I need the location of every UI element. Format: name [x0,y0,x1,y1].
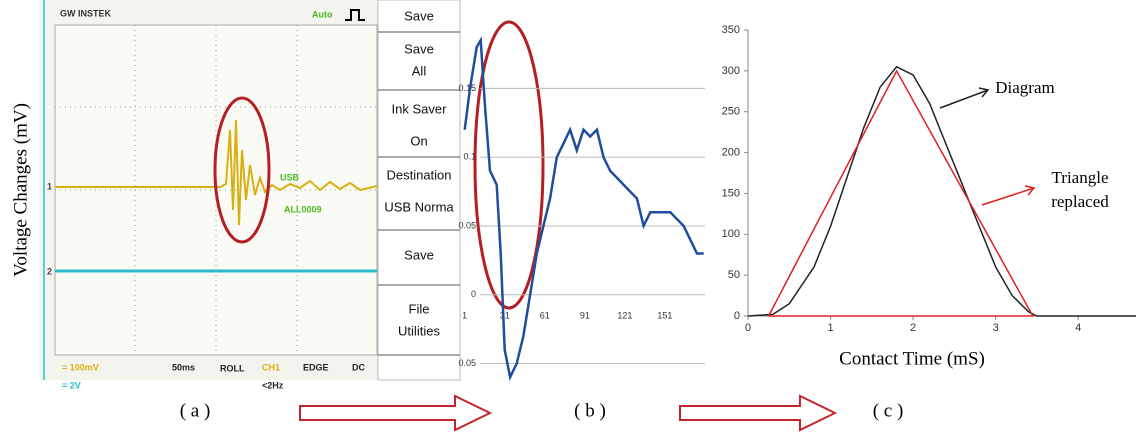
menu-item: Destination [386,167,451,182]
edge: EDGE [303,362,329,372]
caption: ( b ) [574,400,606,421]
y-tick-label: 350 [722,24,740,36]
y-tick-label: 50 [728,269,740,281]
ch2-scale: = 2V [62,380,81,390]
menu-item: Utilities [398,323,440,338]
menu-item: File [409,301,430,316]
scope-menu [377,0,461,381]
x-tick-label: 31 [500,310,510,320]
ch1-scale: = 100mV [62,362,99,372]
y-tick-label: 200 [722,146,740,158]
menu-dividers [378,31,460,356]
x-tick-label: 1 [462,310,467,320]
y-tick-label: 300 [722,65,740,77]
x-tick-label: 121 [617,310,632,320]
trigger: Auto [312,9,333,19]
menu-item: Save [404,8,434,23]
x-axis-label: Contact Time (mS) [839,348,985,369]
frequency: <2Hz [262,380,284,390]
annotation: Diagram [995,78,1055,97]
x-tick-label: 3 [993,322,999,334]
x-tick-label: 0 [745,322,751,334]
x-tick-label: 2 [910,322,916,334]
y-tick-label: 250 [722,106,740,118]
caption: ( a ) [180,400,211,421]
y-tick-label: 100 [722,228,740,240]
mode: ROLL [220,363,245,373]
y-axis-label: Voltage Changes (mV) [10,103,31,277]
x-tick-label: 91 [580,310,590,320]
file-name: ALL0009 [284,204,322,214]
menu-item: On [410,133,427,148]
menu-item: Save [404,247,434,262]
y-tick-label: 0.1 [463,152,476,162]
x-tick-label: 151 [657,310,672,320]
ch2-marker: 2 [47,266,52,276]
data-line [747,65,1136,317]
caption: ( c ) [873,400,904,421]
coupling: DC [352,362,365,372]
y-tick-label: 150 [722,187,740,199]
y-tick-label: 0 [734,310,740,322]
y-tick-label: 0.05 [458,358,476,368]
y-tick-label: 0 [471,289,476,299]
menu-item: USB Norma [384,199,454,214]
menu-item: Ink Saver [392,101,448,116]
annotation: Triangle replaced [1051,168,1109,211]
y-tick-label: 0.15 [458,83,476,93]
usb: USB [280,172,300,182]
data-line [463,36,704,382]
source: CH1 [262,362,280,372]
ch1-marker: 1 [47,181,52,191]
brand: GW INSTEK [60,8,111,18]
x-tick-label: 1 [827,322,833,334]
menu-item: All [412,63,427,78]
x-tick-label: 4 [1075,322,1081,334]
trigger-icon [345,9,365,21]
menu-items: Save Save All Ink Saver On Destination USB Nor… [384,8,454,338]
flow-arrow [679,394,838,432]
menu-item: Save [404,41,434,56]
flow-arrow [299,394,493,432]
ch1-trace [55,119,378,226]
annotation-arrow [939,87,990,109]
y-tick-label: 0.05 [458,220,476,230]
highlight-ellipse [473,20,545,310]
highlight-ellipse [213,96,271,244]
timebase: 50ms [172,362,195,372]
data-line [767,69,1035,317]
annotation-arrow [981,185,1036,206]
x-tick-label: 61 [540,310,550,320]
